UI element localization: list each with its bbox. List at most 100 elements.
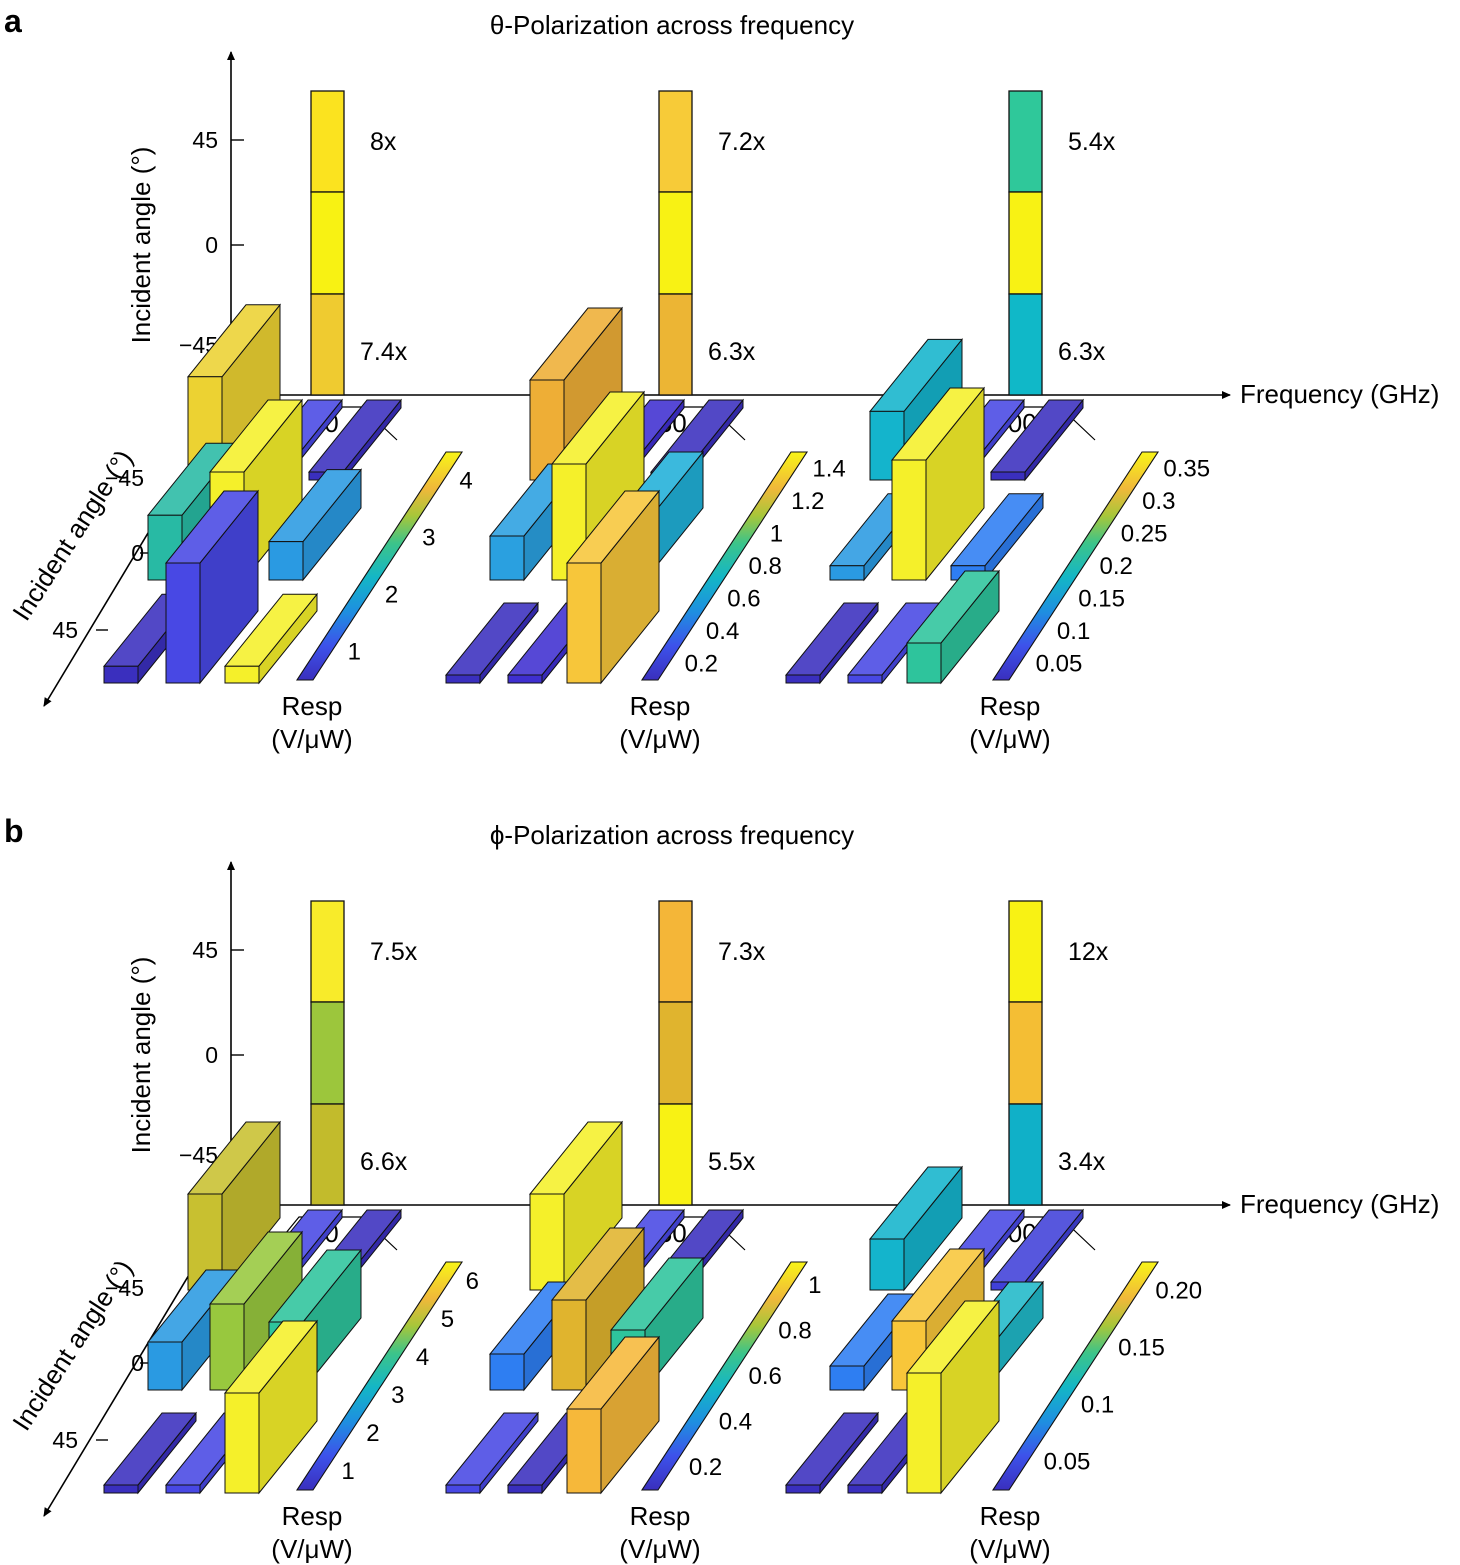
strip-segment: [310, 1103, 345, 1206]
panel-title: θ-Polarization across frequency: [490, 10, 854, 40]
depth-axis-label: Incident angle (°): [6, 444, 138, 625]
depth-tick-label: 45: [52, 1427, 78, 1453]
colorbar-tick-label: 0.1: [1081, 1392, 1114, 1419]
colorbar-tick-label: 2: [366, 1420, 379, 1447]
colorbar-tick-label: 0.6: [749, 1363, 782, 1390]
panel-letter: a: [4, 3, 22, 39]
colorbar: [295, 451, 464, 681]
panel-title: ϕ-Polarization across frequency: [490, 820, 854, 850]
bar-front-face: [906, 1372, 942, 1494]
bar-2-2: [905, 1299, 1001, 1495]
strip-segment: [1008, 191, 1043, 295]
bar-front-face: [566, 1408, 602, 1494]
bar-front-face: [147, 1341, 183, 1391]
bar-front-face: [224, 665, 260, 684]
bar-1-1: [550, 1226, 646, 1392]
colorbar-tick-label: 4: [459, 468, 472, 495]
strip-segment: [1008, 90, 1043, 193]
bar-front-face: [224, 1392, 260, 1494]
strip-segment: [1008, 293, 1043, 396]
colorbar-tick-label: 0.8: [778, 1317, 811, 1344]
bar-front-face: [489, 1353, 525, 1391]
colorbar-tick-label: 0.2: [685, 651, 718, 678]
colorbar-tick-label: 0.6: [727, 586, 760, 613]
bar-front-face: [829, 1365, 865, 1391]
ratio-bottom-label: 5.5x: [708, 1148, 756, 1176]
colorbar-tick-label: 0.1: [1057, 618, 1090, 645]
z-label-line1: Resp: [980, 1501, 1041, 1531]
depth-tick-label: 0: [131, 540, 144, 566]
bar-2-2: [223, 1319, 319, 1495]
x-axis-label: Frequency (GHz): [1240, 379, 1439, 409]
bar-front-face: [165, 1484, 201, 1494]
ratio-top-label: 5.4x: [1068, 128, 1116, 156]
y-tick-label: 45: [192, 937, 218, 963]
bar-front-face: [891, 459, 927, 581]
colorbar-tick-label: 5: [441, 1306, 454, 1333]
x-axis-label: Frequency (GHz): [1240, 1189, 1439, 1219]
z-label-line1: Resp: [282, 1501, 343, 1531]
bar-front-face: [103, 1484, 139, 1494]
panel-a: a θ-Polarization across frequency Frequenc…: [4, 3, 1439, 754]
ratio-top-label: 7.5x: [370, 938, 418, 966]
bar-2-0: [784, 1411, 880, 1495]
bar-2-0: [444, 601, 540, 685]
bar-front-face: [445, 1484, 481, 1494]
colorbar-tick-label: 0.15: [1078, 586, 1125, 613]
bar-front-face: [869, 1238, 905, 1291]
colorbar-tick-label: 4: [416, 1344, 429, 1371]
colorbar-tick-label: 1: [348, 639, 361, 666]
colorbar: [991, 1261, 1160, 1491]
z-label-line1: Resp: [980, 691, 1041, 721]
panel-letter: b: [4, 813, 24, 849]
bar-1-1: [890, 386, 986, 582]
bar-2-1: [164, 489, 260, 685]
bar-front-face: [785, 1484, 821, 1494]
colorbar-tick-label: 0.15: [1118, 1335, 1165, 1362]
depth-tick-label: 45: [52, 617, 78, 643]
colorbar-tick-label: 0.05: [1036, 651, 1083, 678]
bar-front-face: [103, 665, 139, 684]
bar-0-0: [868, 1165, 964, 1292]
bar-front-face: [507, 674, 543, 684]
colorbar-tick-label: 0.3: [1142, 488, 1175, 515]
y-tick-label: 45: [192, 127, 218, 153]
bar-front-face: [165, 562, 201, 684]
strip-segment: [310, 1001, 345, 1105]
colorbar: [295, 1261, 464, 1491]
y-axis-label: Incident angle (°): [126, 147, 156, 344]
bar-2-2: [565, 489, 661, 685]
ratio-bottom-label: 6.6x: [360, 1148, 408, 1176]
colorbar: [991, 451, 1160, 681]
y-tick-label: 0: [205, 232, 218, 258]
colorbar-tick-label: 0.4: [719, 1409, 752, 1436]
z-label-line2: (V/μW): [271, 724, 352, 754]
strip-segment: [658, 900, 693, 1003]
colorbar: [640, 451, 809, 681]
bar-0-2: [989, 398, 1085, 482]
y-tick-label: −45: [179, 1142, 218, 1168]
bar-2-2: [565, 1335, 661, 1495]
bar-front-face: [268, 541, 304, 581]
bar-front-face: [551, 1299, 587, 1391]
strip-segment: [310, 90, 345, 193]
strip-segment: [658, 191, 693, 295]
ratio-bottom-label: 6.3x: [708, 338, 756, 366]
colorbar-tick-label: 0.05: [1044, 1449, 1091, 1476]
strip-segment: [310, 293, 345, 396]
z-label-line2: (V/μW): [619, 724, 700, 754]
colorbar-tick-label: 0.8: [749, 553, 782, 580]
colorbar-tick-label: 3: [422, 525, 435, 552]
y-axis-label: Incident angle (°): [126, 957, 156, 1154]
ratio-bottom-label: 3.4x: [1058, 1148, 1106, 1176]
colorbar-tick-label: 0.35: [1163, 455, 1210, 482]
ratio-bottom-label: 7.4x: [360, 338, 408, 366]
colorbar-tick-label: 0.2: [689, 1454, 722, 1481]
strip-segment: [658, 1001, 693, 1105]
bar-0-0: [528, 1120, 624, 1292]
strip-segment: [1008, 1001, 1043, 1105]
bar-2-0: [784, 601, 880, 685]
